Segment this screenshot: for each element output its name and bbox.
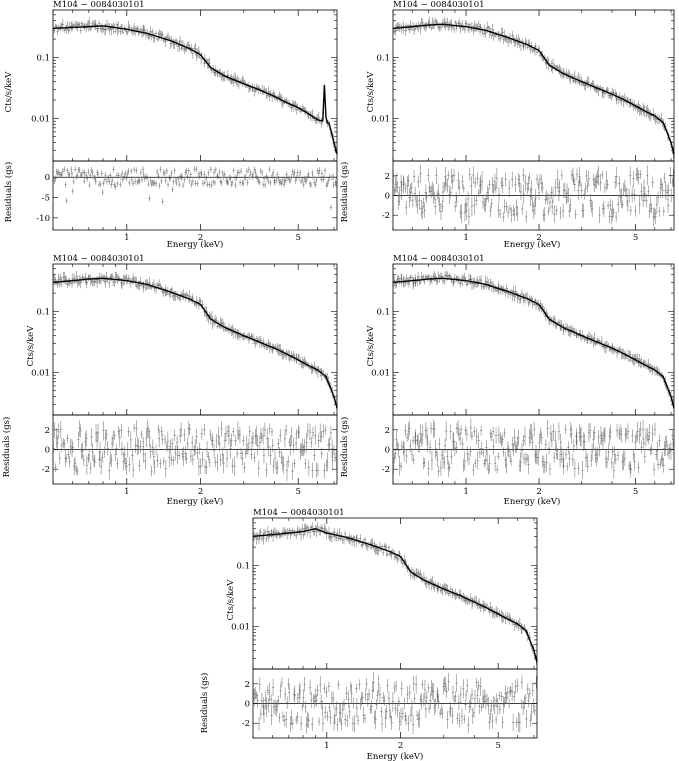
y-tick-label: 0.1 [376, 53, 390, 63]
x-tick-label: 2 [536, 487, 541, 497]
spectrum-data-points [52, 17, 338, 153]
panel-3-title: M104 − 0084030101 [53, 254, 145, 264]
panel-3-ylabel-bottom: Residuals (gs) [1, 417, 12, 478]
residual-y-tick-label: 0 [45, 446, 50, 456]
spectrum-data-points [392, 270, 675, 409]
residual-y-tick-label: 2 [385, 426, 390, 436]
panel-2-title: M104 − 0084030101 [393, 0, 485, 10]
panel-2-ylabel-top: Cts/s/keV [366, 71, 376, 113]
panel-1-ylabel-bottom: Residuals (gs) [3, 162, 14, 223]
panel-1-title: M104 − 0084030101 [53, 0, 145, 10]
x-tick-label: 1 [124, 233, 129, 243]
residual-frame [52, 160, 338, 231]
x-tick-label: 2 [198, 233, 203, 243]
y-tick-label: 0.1 [376, 307, 390, 317]
panel-3-ylabel-top: Cts/s/keV [26, 325, 36, 367]
spectrum-frame [392, 9, 675, 162]
y-tick-label: 0.1 [236, 561, 250, 571]
y-tick-label: 0.01 [371, 114, 390, 124]
panel-2-ylabel-bottom: Residuals (gs) [339, 162, 350, 223]
spectrum-data-points [252, 521, 538, 665]
x-tick-label: 5 [495, 741, 500, 751]
panel-5-ylabel-bottom: Residuals (gs) [199, 673, 210, 734]
residual-data-points [52, 419, 338, 481]
y-tick-label: 0.01 [31, 114, 50, 124]
y-tick-label: 0.01 [31, 368, 50, 378]
residual-data-points [392, 164, 675, 227]
x-tick-label: 1 [463, 487, 468, 497]
panel-1-xlabel: Energy (keV) [167, 239, 224, 250]
panel-5-plot: 1 2 5 0.1 0.01 2 0 -2 [231, 517, 538, 751]
panel-4-xlabel: Energy (keV) [504, 496, 561, 507]
residual-data-points [392, 418, 675, 480]
panel-1: M104 − 0084030101 Cts/s/keV Residuals (g… [3, 0, 223, 250]
panel-2-plot: 1 2 5 0.1 0.01 2 0 -2 [371, 9, 675, 243]
residual-y-tick-label: 2 [45, 426, 50, 436]
residual-y-tick-label: -5 [42, 194, 50, 204]
panel-3-xlabel: Energy (keV) [167, 496, 224, 507]
residual-y-tick-label: 0 [245, 700, 250, 710]
spectrum-frame [52, 9, 338, 162]
x-tick-label: 5 [295, 233, 300, 243]
panel-3: M104 − 0084030101 Cts/s/keV Residuals (g… [1, 254, 223, 507]
panel-1-plot: 1 2 5 0.1 0.01 0 -5 -10 [31, 9, 338, 243]
model-curve [52, 25, 338, 155]
residual-y-tick-label: -2 [242, 719, 250, 729]
panel-2: M104 − 0084030101 Cts/s/keV Residuals (g… [339, 0, 560, 250]
x-tick-label: 2 [536, 233, 541, 243]
x-tick-label: 5 [633, 487, 638, 497]
model-curve [392, 277, 675, 409]
spectrum-data-points [52, 271, 338, 410]
model-curve [52, 277, 338, 409]
residual-y-tick-label: 0 [385, 192, 390, 202]
spectrum-data-points [392, 16, 675, 159]
residual-y-tick-label: -2 [382, 465, 390, 475]
residual-y-tick-label: -2 [42, 465, 50, 475]
spectrum-frame [52, 263, 338, 416]
panel-4: M104 − 0084030101 Cts/s/keV Residuals (g… [339, 254, 560, 507]
x-tick-label: 2 [198, 487, 203, 497]
x-tick-label: 1 [124, 487, 129, 497]
panel-5: M104 − 0084030101 Cts/s/keV Residuals (g… [199, 508, 423, 761]
panel-4-title: M104 − 0084030101 [393, 254, 485, 264]
x-tick-label: 5 [633, 233, 638, 243]
panel-4-ylabel-top: Cts/s/keV [366, 325, 376, 367]
panel-4-ylabel-bottom: Residuals (gs) [339, 417, 350, 478]
y-tick-label: 0.01 [371, 368, 390, 378]
residual-y-tick-label: -10 [36, 214, 50, 224]
residual-y-tick-label: -2 [382, 211, 390, 221]
residual-data-points [52, 166, 338, 211]
spectrum-frame [252, 517, 538, 670]
panel-1-ylabel-top: Cts/s/keV [4, 71, 14, 113]
panel-2-xlabel: Energy (keV) [504, 239, 561, 250]
panel-3-plot: 1 2 5 0.1 0.01 2 0 -2 [31, 263, 338, 497]
panel-5-title: M104 − 0084030101 [253, 508, 345, 518]
residual-y-tick-label: 2 [245, 680, 250, 690]
model-curve [392, 23, 675, 155]
x-tick-label: 5 [295, 487, 300, 497]
y-tick-label: 0.01 [231, 622, 250, 632]
residual-y-tick-label: 0 [385, 446, 390, 456]
y-tick-label: 0.1 [36, 307, 50, 317]
x-tick-label: 1 [324, 741, 329, 751]
panel-5-ylabel-top: Cts/s/keV [226, 579, 236, 621]
panel-4-plot: 1 2 5 0.1 0.01 2 0 -2 [371, 263, 675, 497]
x-tick-label: 1 [463, 233, 468, 243]
spectrum-frame [392, 263, 675, 416]
x-tick-label: 2 [398, 741, 403, 751]
y-tick-label: 0.1 [36, 53, 50, 63]
panel-5-xlabel: Energy (keV) [367, 751, 424, 761]
residual-y-tick-label: 0 [45, 173, 50, 183]
residual-y-tick-label: 2 [385, 172, 390, 182]
